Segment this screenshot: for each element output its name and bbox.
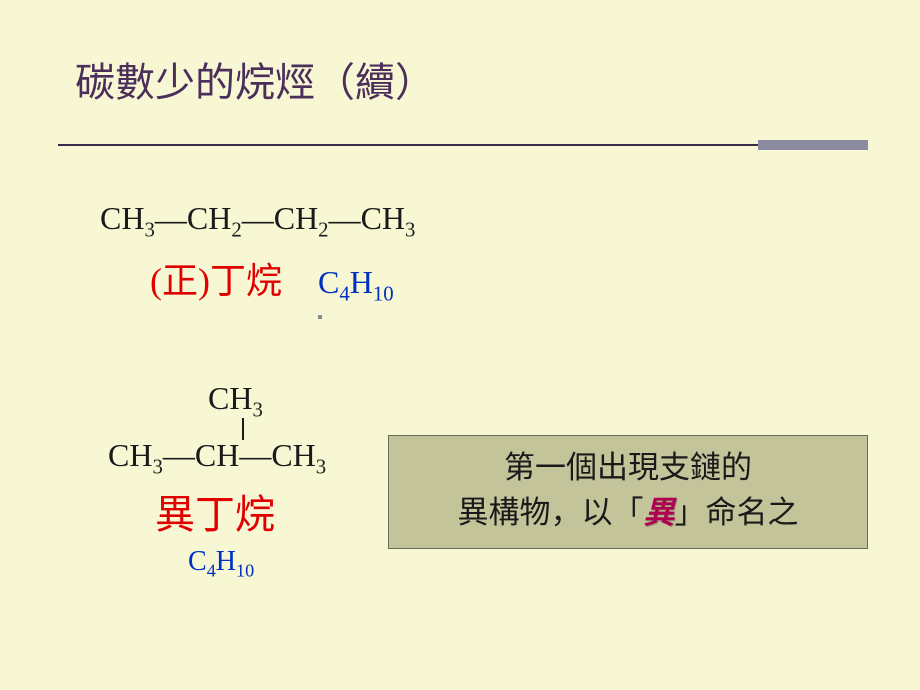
- n-butane-name: (正)丁烷: [150, 261, 282, 301]
- note-emphasis: 異: [644, 495, 675, 530]
- ch: CH: [195, 437, 239, 473]
- isobutane-name: 異丁烷: [155, 482, 326, 540]
- ch3: CH3: [271, 437, 326, 473]
- vertical-bond-icon: [242, 418, 244, 440]
- bond-icon: —: [239, 437, 271, 473]
- bond-icon: —: [163, 437, 195, 473]
- n-butane-formula: C4H10: [318, 264, 394, 300]
- title-divider: [58, 140, 868, 150]
- isobutane-formula: C4H10: [188, 546, 326, 578]
- page-title: 碳數少的烷烴（續）: [75, 50, 920, 108]
- divider-line: [58, 144, 868, 146]
- bond-icon: —: [242, 201, 274, 238]
- note-line1: 第一個出現支鏈的: [504, 450, 752, 485]
- n-butane-label-row: (正)丁烷 C4H10: [150, 252, 870, 304]
- note-line2a: 異構物，以「: [458, 495, 644, 530]
- ch2: CH2: [187, 200, 242, 236]
- content-area: CH3—CH2—CH2—CH3 (正)丁烷 C4H10 CH3 CH3—CH—C…: [100, 200, 870, 304]
- iso-main-chain: CH3—CH—CH3: [108, 437, 326, 474]
- iso-branch: CH3: [208, 380, 326, 417]
- divider-accent: [758, 140, 868, 150]
- naming-note-box: 第一個出現支鏈的 異構物，以「異」命名之: [388, 435, 868, 549]
- ch3: CH3: [361, 200, 416, 236]
- ch3: CH3: [100, 200, 155, 236]
- bond-icon: —: [329, 201, 361, 238]
- note-line2b: 」命名之: [675, 495, 799, 530]
- marker-dot-icon: [318, 315, 322, 319]
- isobutane-structure: CH3 CH3—CH—CH3 異丁烷 C4H10: [100, 380, 326, 578]
- ch3: CH3: [108, 437, 163, 473]
- ch2: CH2: [274, 200, 329, 236]
- bond-icon: —: [155, 201, 187, 238]
- n-butane-structure: CH3—CH2—CH2—CH3: [100, 200, 870, 240]
